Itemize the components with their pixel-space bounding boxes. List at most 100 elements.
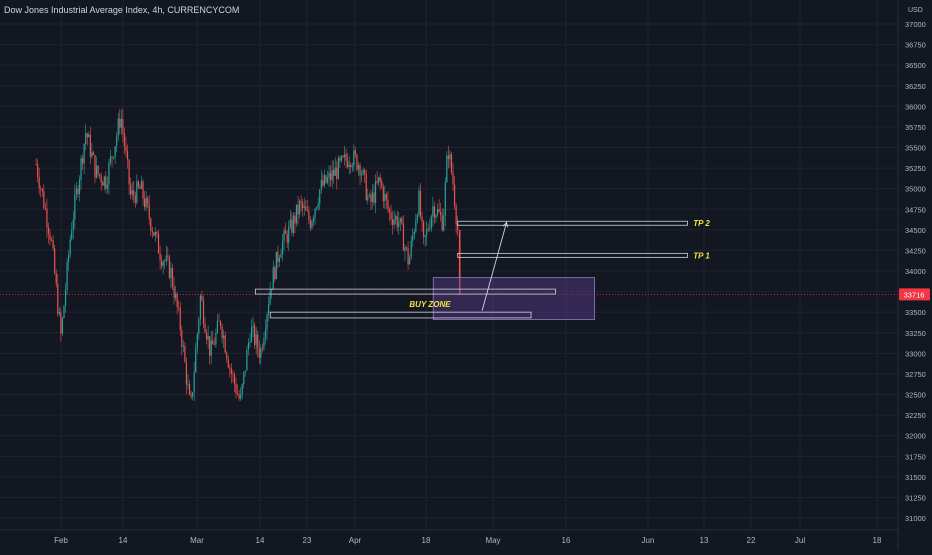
candle-body[interactable] — [384, 194, 386, 202]
candle-body[interactable] — [312, 217, 315, 222]
candle-body[interactable] — [148, 204, 150, 219]
candle-body[interactable] — [373, 192, 375, 203]
candle-body[interactable] — [345, 154, 347, 161]
candle-body[interactable] — [224, 335, 226, 353]
candle-body[interactable] — [385, 194, 387, 200]
candle-body[interactable] — [238, 394, 240, 399]
candle-body[interactable] — [77, 188, 79, 194]
candle-body[interactable] — [317, 203, 319, 208]
target-arrow-head[interactable] — [502, 221, 508, 228]
candle-body[interactable] — [176, 293, 178, 307]
candle-body[interactable] — [427, 228, 429, 230]
candle-body[interactable] — [35, 163, 37, 165]
candle-body[interactable] — [72, 219, 74, 231]
candle-body[interactable] — [193, 372, 195, 393]
candle-body[interactable] — [258, 348, 260, 358]
candle-body[interactable] — [196, 333, 198, 349]
candle-body[interactable] — [58, 312, 60, 314]
candle-body[interactable] — [190, 394, 192, 397]
candle-body[interactable] — [302, 202, 304, 208]
candle-body[interactable] — [340, 156, 343, 161]
candle-body[interactable] — [210, 340, 212, 356]
candle-body[interactable] — [182, 346, 184, 347]
candle-body[interactable] — [184, 346, 186, 362]
buy-zone-box[interactable] — [432, 277, 596, 320]
candle-body[interactable] — [364, 169, 366, 175]
candle-body[interactable] — [86, 133, 88, 138]
candle-body[interactable] — [309, 220, 312, 229]
candle-body[interactable] — [362, 169, 364, 175]
candle-body[interactable] — [410, 240, 412, 258]
candle-body[interactable] — [226, 352, 228, 360]
candle-body[interactable] — [325, 175, 327, 183]
candle-body[interactable] — [99, 174, 101, 176]
candle-body[interactable] — [156, 232, 158, 234]
candle-body[interactable] — [271, 289, 273, 291]
candle-body[interactable] — [288, 226, 290, 243]
candle-body[interactable] — [398, 222, 400, 228]
candle-body[interactable] — [227, 359, 229, 368]
candle-body[interactable] — [37, 164, 39, 178]
candle-body[interactable] — [277, 251, 279, 262]
candle-body[interactable] — [229, 367, 231, 369]
candle-body[interactable] — [419, 190, 422, 217]
candle-body[interactable] — [368, 194, 370, 196]
candle-body[interactable] — [218, 320, 220, 322]
candle-body[interactable] — [379, 177, 381, 182]
candle-body[interactable] — [378, 177, 380, 183]
candle-body[interactable] — [443, 215, 445, 231]
drop-candle[interactable] — [458, 229, 461, 295]
candle-body[interactable] — [150, 218, 152, 231]
candle-body[interactable] — [78, 179, 81, 194]
candle-body[interactable] — [91, 152, 93, 157]
candle-body[interactable] — [390, 212, 392, 220]
candle-body[interactable] — [401, 217, 403, 224]
candle-body[interactable] — [343, 154, 346, 158]
candle-body[interactable] — [171, 267, 174, 287]
candle-body[interactable] — [232, 373, 234, 375]
candle-body[interactable] — [274, 267, 276, 280]
candle-body[interactable] — [294, 215, 296, 224]
candle-body[interactable] — [402, 223, 405, 251]
candle-body[interactable] — [255, 334, 257, 346]
candle-body[interactable] — [240, 394, 242, 399]
candle-body[interactable] — [92, 152, 95, 156]
candle-body[interactable] — [292, 215, 294, 233]
candle-body[interactable] — [131, 190, 133, 195]
candle-body[interactable] — [57, 283, 59, 314]
candle-body[interactable] — [119, 118, 121, 128]
candle-body[interactable] — [413, 231, 415, 236]
candle-body[interactable] — [399, 217, 401, 223]
candle-body[interactable] — [285, 230, 287, 234]
candle-body[interactable] — [249, 341, 251, 343]
candle-body[interactable] — [52, 239, 54, 249]
level-box-a[interactable] — [254, 288, 556, 295]
candle-body[interactable] — [109, 156, 112, 163]
candle-body[interactable] — [280, 253, 282, 258]
candle-body[interactable] — [178, 306, 180, 308]
candle-body[interactable] — [241, 384, 243, 395]
candle-body[interactable] — [60, 312, 62, 334]
candle-body[interactable] — [134, 195, 136, 203]
candle-body[interactable] — [328, 172, 330, 178]
candle-body[interactable] — [192, 392, 194, 397]
candle-body[interactable] — [436, 209, 439, 216]
candle-body[interactable] — [88, 134, 90, 138]
candle-body[interactable] — [391, 219, 394, 225]
candle-body[interactable] — [433, 206, 436, 218]
candle-body[interactable] — [126, 151, 129, 160]
candle-body[interactable] — [209, 336, 211, 356]
candle-body[interactable] — [404, 247, 406, 251]
candle-body[interactable] — [216, 320, 219, 333]
candle-body[interactable] — [116, 136, 118, 147]
candle-body[interactable] — [157, 233, 160, 254]
candle-body[interactable] — [230, 368, 232, 374]
candle-body[interactable] — [145, 197, 147, 208]
candle-body[interactable] — [306, 210, 308, 212]
candle-body[interactable] — [41, 188, 43, 192]
level-box-b[interactable] — [269, 311, 532, 319]
candle-body[interactable] — [117, 118, 119, 137]
candle-body[interactable] — [61, 318, 64, 334]
candle-body[interactable] — [286, 233, 288, 243]
candle-body[interactable] — [382, 186, 384, 202]
